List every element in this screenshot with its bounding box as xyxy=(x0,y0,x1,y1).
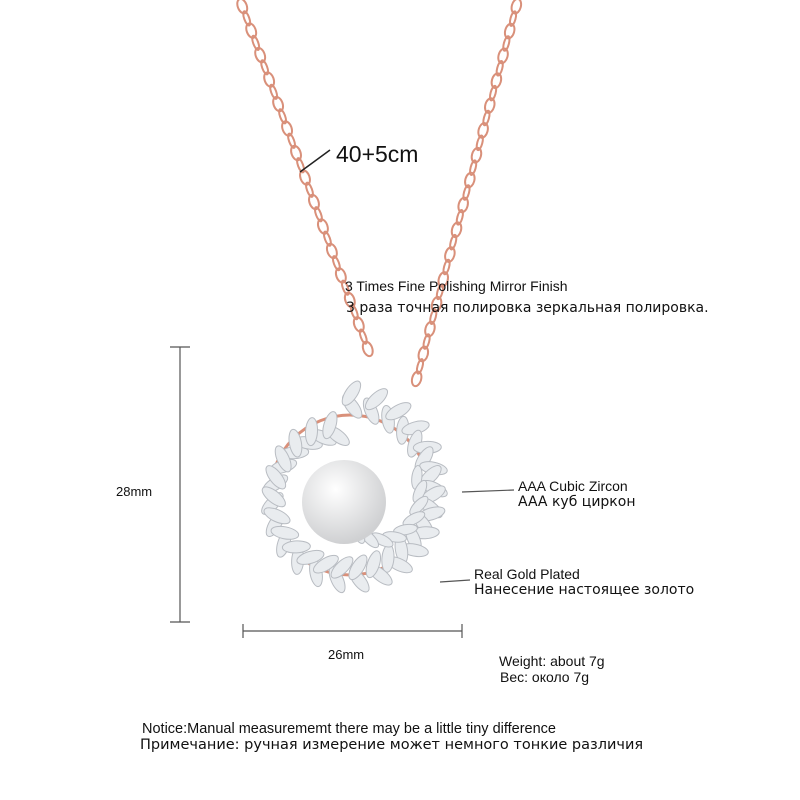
chain-link xyxy=(287,132,297,149)
chain-link xyxy=(236,0,249,15)
chain-link xyxy=(483,97,496,114)
chain-link xyxy=(352,316,365,333)
chain-link xyxy=(349,304,359,321)
polishing-label-ru: 3 раза точная полировка зеркальная полир… xyxy=(346,300,709,316)
chain-link xyxy=(508,10,518,27)
chain-link xyxy=(410,370,423,388)
zircon-stone xyxy=(312,554,339,574)
chain-link xyxy=(322,230,332,247)
zircon-stone xyxy=(261,486,286,508)
chain-link xyxy=(502,35,511,52)
chain-link xyxy=(358,328,368,345)
chain-link xyxy=(449,233,458,251)
pendant xyxy=(261,380,448,594)
chain-link xyxy=(469,159,478,176)
chain-link xyxy=(304,181,314,198)
zircon-stone xyxy=(364,388,389,411)
pearl xyxy=(302,460,386,544)
chain-link xyxy=(477,122,489,139)
chain-link xyxy=(464,171,476,189)
chain-link xyxy=(334,267,347,284)
chain-link xyxy=(503,22,516,40)
chain-link xyxy=(313,206,323,223)
chain xyxy=(236,0,523,388)
chain-link xyxy=(510,0,523,15)
chain-link xyxy=(260,59,270,76)
chain-link xyxy=(475,134,484,152)
chain-link xyxy=(430,295,443,313)
zircon-stone xyxy=(322,411,338,440)
chain-link xyxy=(424,320,436,338)
zircon-stone xyxy=(270,525,300,540)
plating-leader-line xyxy=(439,579,471,583)
chain-link xyxy=(455,209,464,226)
chain-link xyxy=(482,109,491,127)
zircon-stone xyxy=(281,540,311,554)
chain-link xyxy=(457,196,469,214)
chain-link xyxy=(340,279,350,296)
zircon-label-en: AAA Cubic Zircon xyxy=(518,478,628,494)
zircon-stone xyxy=(341,380,362,406)
chain-link xyxy=(281,120,294,137)
chain-link xyxy=(263,71,276,88)
chain-link xyxy=(470,146,483,164)
chain-link xyxy=(272,95,285,113)
notice-ru: Примечание: ручная измерение может немно… xyxy=(140,737,644,753)
chain-link xyxy=(462,184,471,201)
chain-link xyxy=(343,291,356,309)
zircon-leader-line xyxy=(461,489,515,493)
polishing-label-en: 3 Times Fine Polishing Mirror Finish xyxy=(345,278,568,294)
zircon-stone xyxy=(330,556,354,579)
chain-link xyxy=(254,46,267,64)
chain-link xyxy=(450,221,463,239)
chain-link xyxy=(296,157,306,174)
chain-link xyxy=(488,84,498,102)
zircon-stone xyxy=(296,549,325,565)
chain-length-label: 40+5cm xyxy=(336,141,419,167)
height-label: 28mm xyxy=(116,484,153,499)
zircon-stone xyxy=(409,495,429,516)
zircon-stone xyxy=(385,402,412,421)
zircon-stone xyxy=(263,507,291,525)
plating-label-en: Real Gold Plated xyxy=(474,566,580,582)
plating-label-ru: Нанесение настоящее золото xyxy=(474,582,695,598)
chain-leader-line xyxy=(299,149,331,173)
zircon-label-ru: AAA куб циркон xyxy=(518,494,636,510)
chain-link xyxy=(490,72,503,90)
measurement-lines xyxy=(170,149,515,638)
chain-link xyxy=(278,108,288,125)
zircon-stone xyxy=(365,550,382,579)
chain-link xyxy=(251,34,261,51)
zircon-stone xyxy=(288,428,303,458)
chain-link xyxy=(269,83,279,100)
chain-link xyxy=(442,258,451,276)
chain-link xyxy=(422,333,431,350)
chain-link xyxy=(429,308,438,325)
weight-label-en: Weight: about 7g xyxy=(499,653,605,669)
chain-link xyxy=(361,340,374,358)
zircon-stone xyxy=(348,554,368,581)
zircon-stone xyxy=(304,417,319,447)
zircon-stone xyxy=(274,445,292,473)
chain-link xyxy=(308,193,320,211)
chain-link xyxy=(497,47,509,65)
weight-label-ru: Вес: около 7g xyxy=(500,669,590,685)
chain-link xyxy=(444,246,456,263)
chain-link xyxy=(242,10,252,27)
width-label: 26mm xyxy=(328,647,365,662)
chain-link xyxy=(437,271,450,288)
zircon-stone xyxy=(265,465,287,490)
chain-link xyxy=(417,345,430,363)
chain-link xyxy=(316,218,329,235)
chain-link xyxy=(435,283,445,301)
chain-link xyxy=(495,60,504,77)
chain-link xyxy=(325,242,338,260)
notice-en: Notice:Manual measurememt there may be a… xyxy=(142,721,556,737)
chain-link xyxy=(415,358,425,375)
chain-link xyxy=(245,22,258,39)
chain-link xyxy=(331,255,341,272)
chain-link xyxy=(290,144,302,162)
